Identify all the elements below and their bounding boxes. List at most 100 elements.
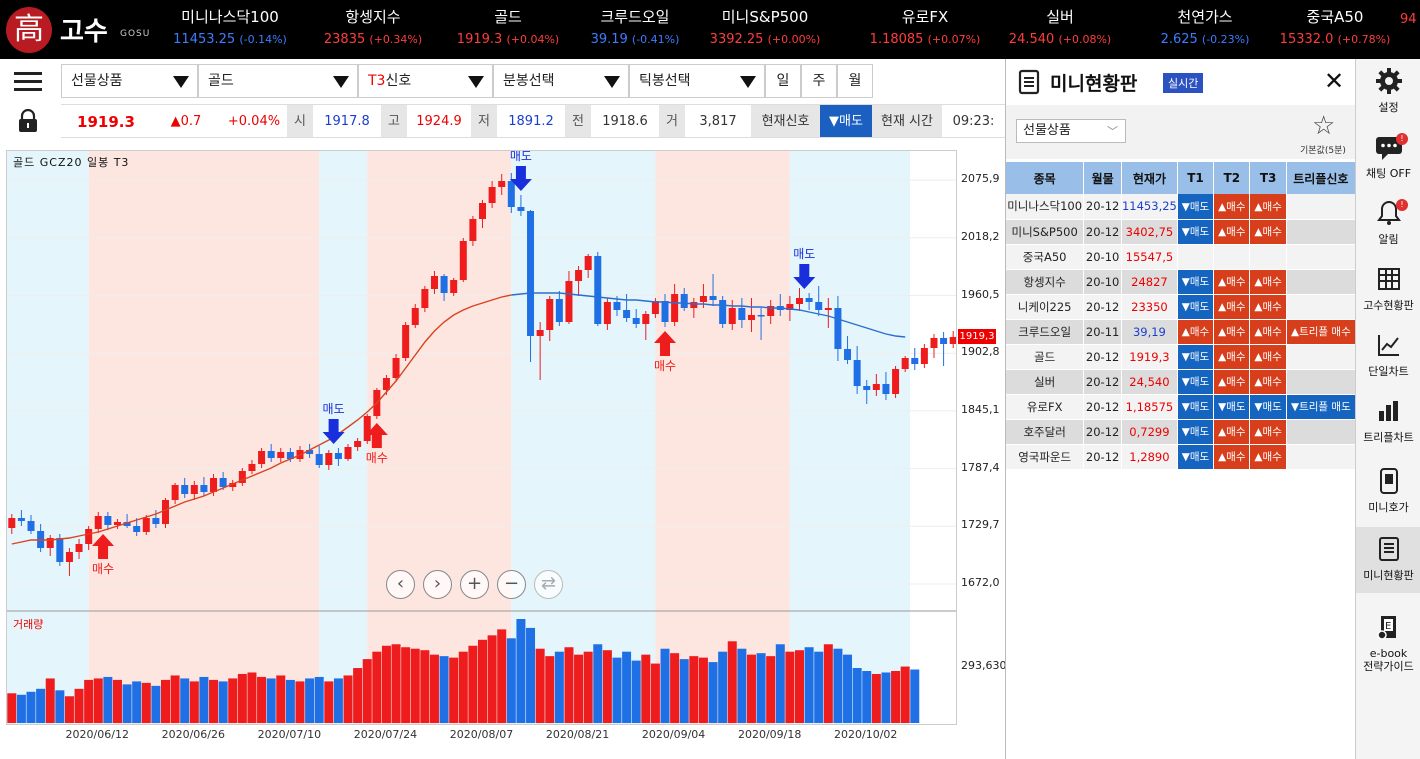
symbol-select[interactable]: 골드 bbox=[198, 64, 358, 98]
row-month: 20-12 bbox=[1083, 444, 1122, 470]
product-select[interactable]: 선물상품 bbox=[61, 64, 198, 98]
table-row[interactable]: 실버 20-12 24,540 ▼매도 ▲매수 ▲매수 bbox=[1006, 369, 1357, 395]
high-label: 고 bbox=[381, 104, 407, 138]
row-signal-t3: ▼매도 bbox=[1249, 394, 1287, 420]
sidebar-item-bell[interactable]: ! 알림 bbox=[1356, 191, 1420, 257]
volume-bar-38 bbox=[372, 651, 382, 723]
sidebar-item-chat[interactable]: ! 채팅 OFF bbox=[1356, 125, 1420, 191]
sidebar-item-label: 채팅 OFF bbox=[1365, 167, 1412, 180]
candle-86 bbox=[834, 308, 842, 349]
ticker-8[interactable]: 중국A50 15332.0 (+0.78%) bbox=[1260, 7, 1410, 49]
table-row[interactable]: 골드 20-12 1919,3 ▼매도 ▲매수 ▲매수 bbox=[1006, 344, 1357, 370]
candle-95 bbox=[920, 348, 928, 364]
lock-icon[interactable] bbox=[17, 109, 39, 133]
column-header[interactable]: T2 bbox=[1213, 162, 1251, 194]
column-header[interactable]: 종목 bbox=[1006, 162, 1085, 194]
candle-5 bbox=[56, 538, 64, 562]
ticker-7[interactable]: 천연가스 2.625 (-0.23%) bbox=[1130, 7, 1280, 49]
close-icon[interactable]: ✕ bbox=[1324, 67, 1345, 95]
ticker-9[interactable]: 94 bbox=[1400, 7, 1420, 29]
sidebar-item-label: 트리플차트 bbox=[1363, 431, 1414, 444]
gosu-logo[interactable]: 高 고수 GOSU bbox=[6, 5, 156, 53]
volume-bar-59 bbox=[574, 654, 584, 723]
volume-bar-56 bbox=[545, 656, 555, 723]
period-week-button[interactable]: 주 bbox=[801, 64, 837, 98]
candle-11 bbox=[113, 522, 121, 525]
reset-button[interactable]: ⇄ bbox=[534, 570, 563, 599]
high-price: 1924.9 bbox=[407, 104, 471, 138]
volume-bar-79 bbox=[766, 656, 776, 723]
table-row[interactable]: 미니S&P500 20-12 3402,75 ▼매도 ▲매수 ▲매수 bbox=[1006, 219, 1357, 245]
ticker-value: 2.625 (-0.23%) bbox=[1130, 31, 1280, 49]
row-signal-t2: ▲매수 bbox=[1213, 294, 1251, 320]
panel-product-select[interactable]: 선물상품 ﹀ bbox=[1016, 119, 1126, 143]
scroll-right-button[interactable]: › bbox=[423, 570, 452, 599]
sidebar-item-phone[interactable]: 미니호가 bbox=[1356, 459, 1420, 525]
sidebar-item-grid[interactable]: 고수현황판 bbox=[1356, 257, 1420, 323]
candle-37 bbox=[363, 416, 371, 441]
notification-badge: ! bbox=[1396, 199, 1408, 211]
column-header[interactable]: 월물 bbox=[1083, 162, 1122, 194]
zoom-in-button[interactable]: + bbox=[460, 570, 489, 599]
candle-4 bbox=[46, 538, 54, 548]
sidebar-item-gear[interactable]: 설정 bbox=[1356, 59, 1420, 125]
volume-bar-80 bbox=[775, 644, 785, 723]
candle-73 bbox=[709, 296, 717, 300]
table-row[interactable]: 니케이225 20-12 23350 ▼매도 ▲매수 ▲매수 bbox=[1006, 294, 1357, 320]
candle-46 bbox=[450, 280, 458, 293]
ticker-price: 15332.0 bbox=[1279, 32, 1334, 47]
ticker-price: 1.18085 bbox=[869, 32, 924, 47]
table-row[interactable]: 중국A50 20-10 15547,5 bbox=[1006, 244, 1357, 270]
column-header[interactable]: T1 bbox=[1177, 162, 1215, 194]
ticker-0[interactable]: 미니나스닥100 11453.25 (-0.14%) bbox=[155, 7, 305, 49]
sidebar-item-list[interactable]: 미니현황판 bbox=[1356, 527, 1420, 593]
candle-24 bbox=[238, 471, 246, 483]
table-row[interactable]: 항셍지수 20-10 24827 ▼매도 ▲매수 ▲매수 bbox=[1006, 269, 1357, 295]
candle-18 bbox=[181, 485, 189, 494]
ticker-4[interactable]: 미니S&P500 3392.25 (+0.00%) bbox=[690, 7, 840, 49]
star-icon[interactable]: ☆ bbox=[1312, 111, 1336, 141]
tick-select[interactable]: 틱봉선택 bbox=[629, 64, 765, 98]
ticker-name: 유로FX bbox=[901, 8, 949, 26]
volume-bar-69 bbox=[670, 653, 680, 723]
ticker-price: 24.540 bbox=[1008, 32, 1055, 47]
row-signal-tr bbox=[1286, 244, 1357, 270]
ticker-5[interactable]: 유로FX 1.18085 (+0.07%) bbox=[850, 7, 1000, 49]
column-header[interactable]: 현재가 bbox=[1121, 162, 1178, 194]
ticker-1[interactable]: 항셍지수 23835 (+0.34%) bbox=[298, 7, 448, 49]
period-month-button[interactable]: 월 bbox=[837, 64, 873, 98]
candle-61 bbox=[594, 256, 602, 324]
table-row[interactable]: 유로FX 20-12 1,18575 ▼매도 ▼매도 ▼매도 ▼트리플 매도 bbox=[1006, 394, 1357, 420]
moving-average-line-down bbox=[511, 292, 906, 338]
ticker-price: 39.19 bbox=[590, 32, 628, 47]
chart-control-row: 선물상품 골드 T3신호 분봉선택 틱봉선택 일 주 월 bbox=[0, 64, 1005, 98]
sidebar-item-label: 단일차트 bbox=[1368, 365, 1409, 378]
table-row[interactable]: 크루드오일 20-11 39,19 ▲매수 ▲매수 ▲매수 ▲트리플 매수 bbox=[1006, 319, 1357, 345]
menu-icon[interactable] bbox=[14, 72, 42, 92]
minute-select[interactable]: 분봉선택 bbox=[493, 64, 629, 98]
candle-51 bbox=[498, 181, 506, 187]
volume-bar-6 bbox=[64, 696, 74, 723]
ticker-3[interactable]: 크루드오일 39.19 (-0.41%) bbox=[560, 7, 710, 49]
signal-select[interactable]: T3신호 bbox=[358, 64, 493, 98]
table-row[interactable]: 호주달러 20-12 0,7299 ▼매도 ▲매수 ▲매수 bbox=[1006, 419, 1357, 445]
ticker-2[interactable]: 골드 1919.3 (+0.04%) bbox=[433, 7, 583, 49]
table-row[interactable]: 영국파운드 20-12 1,2890 ▼매도 ▲매수 ▲매수 bbox=[1006, 444, 1357, 470]
row-month: 20-10 bbox=[1083, 244, 1122, 270]
buy-arrow-icon bbox=[92, 534, 115, 559]
volume-bar-91 bbox=[881, 672, 891, 723]
sidebar-item-line-chart[interactable]: 단일차트 bbox=[1356, 323, 1420, 389]
column-header[interactable]: T3 bbox=[1249, 162, 1287, 194]
sidebar-item-bar-chart[interactable]: 트리플차트 bbox=[1356, 389, 1420, 455]
candle-89 bbox=[863, 386, 871, 390]
period-day-button[interactable]: 일 bbox=[765, 64, 801, 98]
scroll-left-button[interactable]: ‹ bbox=[386, 570, 415, 599]
volume-bar-76 bbox=[737, 648, 747, 723]
candlestick-chart[interactable]: 골드 GCZ20 일봉 T3 거래량 매수 매도 매수 매도 매수 매도 bbox=[6, 150, 957, 725]
zoom-out-button[interactable]: − bbox=[497, 570, 526, 599]
ticker-6[interactable]: 실버 24.540 (+0.08%) bbox=[985, 7, 1135, 49]
column-header[interactable]: 트리플신호 bbox=[1286, 162, 1357, 194]
table-row[interactable]: 미니나스닥100 20-12 11453,25 ▼매도 ▲매수 ▲매수 bbox=[1006, 194, 1357, 220]
volume-bar-84 bbox=[814, 651, 824, 723]
